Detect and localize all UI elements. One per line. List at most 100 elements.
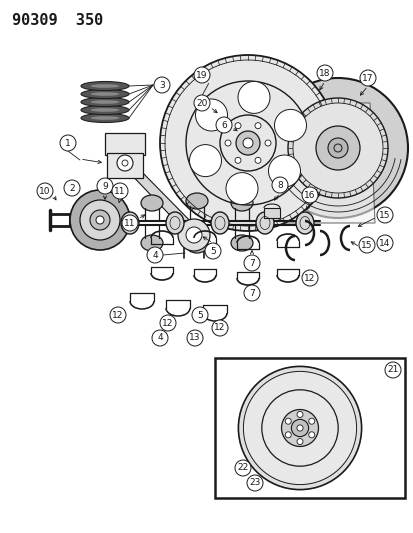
- Ellipse shape: [81, 98, 129, 107]
- Text: 14: 14: [378, 238, 390, 247]
- Circle shape: [327, 138, 347, 158]
- Circle shape: [296, 439, 302, 445]
- Ellipse shape: [255, 212, 273, 234]
- Bar: [214, 358, 404, 498]
- Text: 23: 23: [249, 479, 260, 488]
- Circle shape: [254, 157, 260, 163]
- Circle shape: [235, 157, 240, 163]
- Circle shape: [159, 315, 176, 331]
- Circle shape: [96, 216, 104, 224]
- Text: 22: 22: [237, 464, 248, 472]
- Circle shape: [358, 237, 374, 253]
- Text: 12: 12: [214, 324, 225, 333]
- Circle shape: [359, 70, 375, 86]
- Circle shape: [235, 460, 250, 476]
- Circle shape: [90, 210, 110, 230]
- Ellipse shape: [211, 212, 228, 234]
- Text: 4: 4: [157, 334, 162, 343]
- Circle shape: [64, 180, 80, 196]
- Circle shape: [296, 411, 302, 417]
- Text: 13: 13: [189, 334, 200, 343]
- Ellipse shape: [121, 212, 139, 234]
- Circle shape: [117, 155, 133, 171]
- Circle shape: [37, 183, 53, 199]
- Circle shape: [308, 432, 314, 438]
- Circle shape: [122, 215, 138, 231]
- Circle shape: [264, 140, 271, 146]
- Circle shape: [110, 307, 126, 323]
- Circle shape: [224, 140, 230, 146]
- Ellipse shape: [141, 195, 163, 211]
- Circle shape: [285, 418, 291, 424]
- Circle shape: [185, 227, 202, 243]
- Text: 12: 12: [112, 311, 123, 319]
- Circle shape: [195, 99, 227, 131]
- Circle shape: [235, 131, 259, 155]
- Circle shape: [316, 65, 332, 81]
- Circle shape: [376, 207, 392, 223]
- Circle shape: [192, 307, 207, 323]
- Circle shape: [268, 155, 300, 187]
- Ellipse shape: [185, 193, 207, 209]
- Ellipse shape: [90, 100, 119, 104]
- Text: 19: 19: [196, 70, 207, 79]
- Ellipse shape: [81, 82, 129, 91]
- Circle shape: [315, 126, 359, 170]
- Circle shape: [243, 372, 356, 484]
- Circle shape: [243, 285, 259, 301]
- Circle shape: [154, 77, 170, 93]
- Text: 5: 5: [210, 246, 215, 255]
- Circle shape: [267, 78, 407, 218]
- Circle shape: [80, 200, 120, 240]
- Polygon shape: [209, 103, 374, 223]
- Text: 12: 12: [304, 273, 315, 282]
- Circle shape: [271, 177, 287, 193]
- Circle shape: [159, 55, 335, 231]
- Text: 21: 21: [387, 366, 398, 375]
- Circle shape: [225, 173, 257, 205]
- Circle shape: [281, 409, 318, 447]
- Circle shape: [211, 320, 228, 336]
- Text: 5: 5: [197, 311, 202, 319]
- Circle shape: [194, 67, 209, 83]
- Ellipse shape: [90, 116, 119, 120]
- Circle shape: [376, 235, 392, 251]
- Text: 12: 12: [162, 319, 173, 327]
- Circle shape: [296, 425, 302, 431]
- Text: 7: 7: [249, 259, 254, 268]
- Text: 20: 20: [196, 99, 207, 108]
- Ellipse shape: [81, 114, 129, 123]
- Text: 11: 11: [114, 187, 126, 196]
- Circle shape: [242, 138, 252, 148]
- Text: 8: 8: [276, 181, 282, 190]
- Text: 4: 4: [152, 251, 157, 260]
- Bar: [263, 208, 279, 218]
- Text: 3: 3: [159, 80, 164, 90]
- Circle shape: [178, 219, 209, 251]
- Circle shape: [287, 98, 387, 198]
- Circle shape: [243, 255, 259, 271]
- Circle shape: [194, 95, 209, 111]
- Circle shape: [204, 243, 221, 259]
- Circle shape: [384, 362, 400, 378]
- Text: 11: 11: [124, 219, 135, 228]
- Circle shape: [301, 187, 317, 203]
- Ellipse shape: [90, 108, 119, 112]
- Circle shape: [216, 117, 231, 133]
- Text: 10: 10: [39, 187, 51, 196]
- Text: 1: 1: [65, 139, 71, 148]
- Text: 17: 17: [361, 74, 373, 83]
- Circle shape: [308, 418, 314, 424]
- Circle shape: [187, 330, 202, 346]
- Ellipse shape: [295, 212, 313, 234]
- Circle shape: [152, 330, 168, 346]
- Text: 16: 16: [304, 190, 315, 199]
- Circle shape: [254, 123, 260, 128]
- Ellipse shape: [166, 212, 183, 234]
- Bar: [105, 133, 145, 155]
- Text: 2: 2: [69, 183, 75, 192]
- Circle shape: [285, 432, 291, 438]
- Circle shape: [274, 109, 306, 141]
- Circle shape: [247, 475, 262, 491]
- Circle shape: [292, 103, 382, 193]
